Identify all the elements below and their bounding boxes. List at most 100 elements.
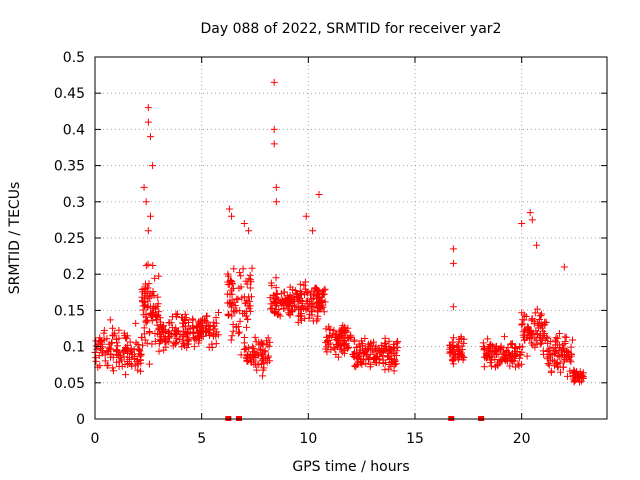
- data-point: [142, 310, 150, 318]
- data-point: [531, 309, 539, 317]
- data-point: [262, 337, 270, 345]
- data-point: [237, 272, 245, 280]
- data-point: [228, 312, 236, 320]
- data-point: [361, 335, 369, 343]
- data-point: [109, 367, 117, 375]
- data-point: [270, 125, 278, 133]
- data-point: [129, 351, 137, 359]
- data-point: [314, 315, 322, 323]
- data-point: [449, 303, 457, 311]
- data-point: [123, 358, 131, 366]
- data-point: [208, 340, 216, 348]
- data-point: [335, 334, 343, 342]
- data-point: [172, 313, 180, 321]
- data-point: [312, 284, 320, 292]
- data-point: [228, 212, 236, 220]
- x-tick-label: 15: [406, 431, 424, 447]
- data-point: [491, 355, 499, 363]
- data-point: [106, 316, 114, 324]
- data-point: [265, 352, 273, 360]
- data-point: [526, 334, 534, 342]
- data-point: [103, 335, 111, 343]
- data-point: [524, 323, 532, 331]
- data-point: [227, 336, 235, 344]
- data-point: [272, 198, 280, 206]
- data-point: [236, 269, 244, 277]
- data-point: [152, 305, 160, 313]
- data-point: [519, 316, 527, 324]
- data-point: [552, 334, 560, 342]
- data-point: [184, 336, 192, 344]
- data-point: [551, 357, 559, 365]
- data-point: [528, 339, 536, 347]
- data-point: [563, 372, 571, 380]
- data-point: [454, 342, 462, 350]
- data-point: [365, 354, 373, 362]
- data-point: [136, 347, 144, 355]
- data-point: [304, 289, 312, 297]
- data-point: [98, 349, 106, 357]
- data-point: [141, 336, 149, 344]
- data-point: [298, 290, 306, 298]
- data-point: [230, 265, 238, 273]
- data-point: [113, 348, 121, 356]
- data-point: [326, 331, 334, 339]
- data-point: [124, 341, 132, 349]
- data-point: [132, 339, 140, 347]
- data-point: [247, 293, 255, 301]
- data-point: [504, 344, 512, 352]
- data-point: [109, 324, 117, 332]
- y-tick-label: 0.3: [63, 195, 85, 211]
- data-point: [137, 367, 145, 375]
- data-point: [210, 330, 218, 338]
- data-point: [485, 343, 493, 351]
- data-point: [321, 285, 329, 293]
- data-point: [276, 298, 284, 306]
- data-point: [518, 321, 526, 329]
- data-point: [483, 352, 491, 360]
- data-point: [499, 348, 507, 356]
- data-point: [532, 336, 540, 344]
- grid-lines: [95, 57, 607, 419]
- data-point: [157, 318, 165, 326]
- data-point: [377, 341, 385, 349]
- data-point: [162, 337, 170, 345]
- data-point: [325, 323, 333, 331]
- data-point: [160, 328, 168, 336]
- data-point: [479, 339, 487, 347]
- data-point: [236, 317, 244, 325]
- data-point: [455, 338, 463, 346]
- data-point: [507, 340, 515, 348]
- data-point: [319, 291, 327, 299]
- data-point: [484, 345, 492, 353]
- data-point: [292, 291, 300, 299]
- data-point: [253, 351, 261, 359]
- data-point: [95, 337, 103, 345]
- data-point: [235, 328, 243, 336]
- data-point: [484, 335, 492, 343]
- data-point: [267, 279, 275, 287]
- data-point: [521, 326, 529, 334]
- data-point: [248, 264, 256, 272]
- data-point: [260, 359, 268, 367]
- data-point: [353, 353, 361, 361]
- data-point: [533, 340, 541, 348]
- data-point: [506, 352, 514, 360]
- data-point: [309, 227, 317, 235]
- data-point: [229, 327, 237, 335]
- data-point: [336, 345, 344, 353]
- data-point: [175, 336, 183, 344]
- data-point: [372, 353, 380, 361]
- data-point: [243, 280, 251, 288]
- data-point: [190, 343, 198, 351]
- data-point: [496, 356, 504, 364]
- data-point: [295, 297, 303, 305]
- data-point: [366, 350, 374, 358]
- data-point: [159, 322, 167, 330]
- data-point: [117, 354, 125, 362]
- data-point: [543, 355, 551, 363]
- data-point: [537, 339, 545, 347]
- data-point: [449, 245, 457, 253]
